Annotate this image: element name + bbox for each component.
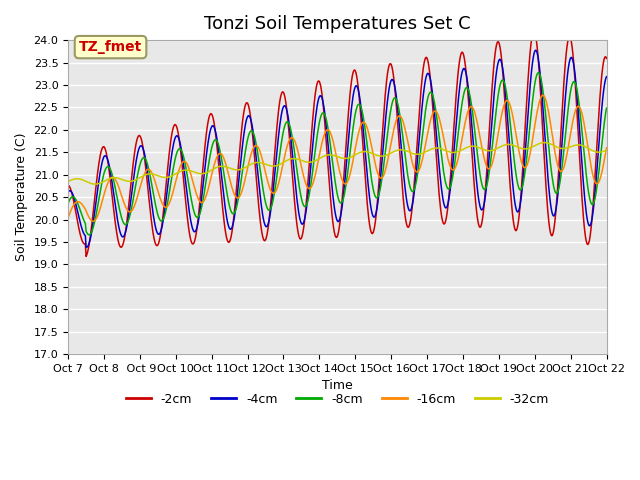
-16cm bbox=[64, 215, 72, 220]
-2cm bbox=[382, 84, 390, 90]
Line: -2cm: -2cm bbox=[68, 31, 607, 256]
-2cm bbox=[603, 56, 611, 61]
-4cm bbox=[532, 48, 540, 53]
Line: -32cm: -32cm bbox=[68, 143, 607, 184]
Line: -4cm: -4cm bbox=[68, 50, 607, 247]
Line: -16cm: -16cm bbox=[68, 96, 607, 221]
-16cm bbox=[435, 115, 443, 120]
-32cm bbox=[330, 153, 337, 158]
-32cm bbox=[382, 153, 390, 158]
-4cm bbox=[64, 189, 72, 195]
-16cm bbox=[539, 93, 547, 98]
-16cm bbox=[89, 218, 97, 224]
-8cm bbox=[534, 70, 542, 75]
-2cm bbox=[206, 111, 214, 117]
-2cm bbox=[555, 168, 563, 174]
-8cm bbox=[555, 186, 563, 192]
-32cm bbox=[555, 145, 563, 151]
-8cm bbox=[64, 200, 72, 206]
-2cm bbox=[64, 182, 72, 188]
-4cm bbox=[603, 74, 611, 80]
-32cm bbox=[435, 145, 443, 151]
-8cm bbox=[183, 171, 191, 177]
Y-axis label: Soil Temperature (C): Soil Temperature (C) bbox=[15, 133, 28, 262]
-2cm bbox=[530, 28, 538, 34]
-4cm bbox=[183, 192, 191, 197]
Text: TZ_fmet: TZ_fmet bbox=[79, 40, 142, 54]
-8cm bbox=[330, 168, 337, 173]
-8cm bbox=[435, 132, 443, 138]
-32cm bbox=[92, 181, 99, 187]
-8cm bbox=[206, 152, 214, 158]
-32cm bbox=[603, 147, 611, 153]
-4cm bbox=[435, 162, 443, 168]
-32cm bbox=[541, 140, 548, 145]
X-axis label: Time: Time bbox=[322, 379, 353, 393]
-4cm bbox=[206, 128, 214, 134]
-2cm bbox=[183, 212, 191, 218]
-32cm bbox=[183, 167, 191, 173]
-16cm bbox=[382, 165, 390, 171]
-8cm bbox=[603, 105, 611, 111]
-8cm bbox=[85, 232, 93, 238]
-2cm bbox=[83, 253, 90, 259]
-16cm bbox=[603, 145, 611, 151]
-4cm bbox=[555, 184, 563, 190]
-4cm bbox=[330, 199, 337, 204]
-4cm bbox=[382, 113, 390, 119]
-16cm bbox=[206, 178, 214, 184]
-32cm bbox=[64, 179, 72, 184]
-2cm bbox=[435, 190, 443, 196]
-16cm bbox=[183, 161, 191, 167]
-2cm bbox=[330, 225, 337, 231]
Legend: -2cm, -4cm, -8cm, -16cm, -32cm: -2cm, -4cm, -8cm, -16cm, -32cm bbox=[120, 388, 554, 411]
Line: -8cm: -8cm bbox=[68, 72, 607, 235]
-16cm bbox=[555, 166, 563, 171]
-32cm bbox=[206, 168, 214, 174]
-8cm bbox=[382, 144, 390, 149]
-4cm bbox=[83, 244, 91, 250]
-16cm bbox=[330, 141, 337, 146]
Title: Tonzi Soil Temperatures Set C: Tonzi Soil Temperatures Set C bbox=[204, 15, 470, 33]
